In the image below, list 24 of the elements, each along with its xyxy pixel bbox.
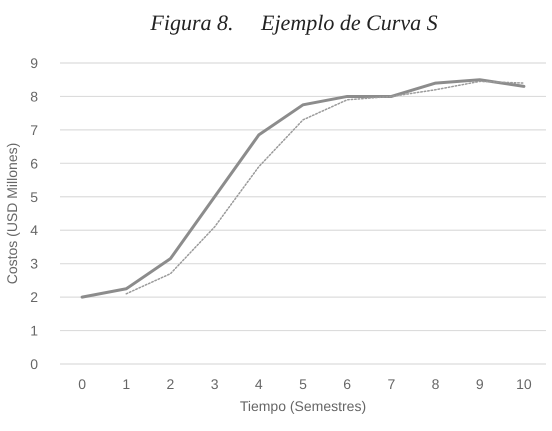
y-tick-label: 1 bbox=[30, 322, 38, 339]
x-tick-label: 8 bbox=[432, 376, 440, 392]
y-tick-label: 2 bbox=[30, 289, 38, 306]
x-tick-label: 7 bbox=[387, 376, 396, 392]
x-tick-label: 4 bbox=[254, 376, 263, 392]
x-tick-label: 5 bbox=[299, 376, 308, 392]
x-axis-title: Tiempo (Semestres) bbox=[240, 398, 366, 414]
y-tick-label: 5 bbox=[30, 188, 38, 205]
y-tick-label: 7 bbox=[30, 122, 38, 138]
y-tick-label: 6 bbox=[30, 155, 38, 172]
y-tick-label: 0 bbox=[30, 356, 38, 372]
x-tick-label: 6 bbox=[343, 376, 352, 392]
y-tick-label: 9 bbox=[30, 55, 38, 71]
chart-title: Figura 8. Ejemplo de Curva S bbox=[149, 10, 438, 35]
x-tick-label: 1 bbox=[122, 376, 130, 392]
y-tick-label: 3 bbox=[30, 256, 38, 272]
x-tick-label: 3 bbox=[210, 376, 219, 392]
y-axis-title: Costos (USD Millones) bbox=[4, 142, 20, 284]
y-tick-label: 4 bbox=[30, 222, 38, 238]
y-tick-label: 8 bbox=[30, 88, 38, 104]
x-tick-label: 9 bbox=[476, 376, 484, 392]
x-tick-label: 2 bbox=[166, 376, 175, 392]
x-tick-label: 10 bbox=[516, 376, 532, 392]
x-tick-label: 0 bbox=[78, 376, 86, 392]
